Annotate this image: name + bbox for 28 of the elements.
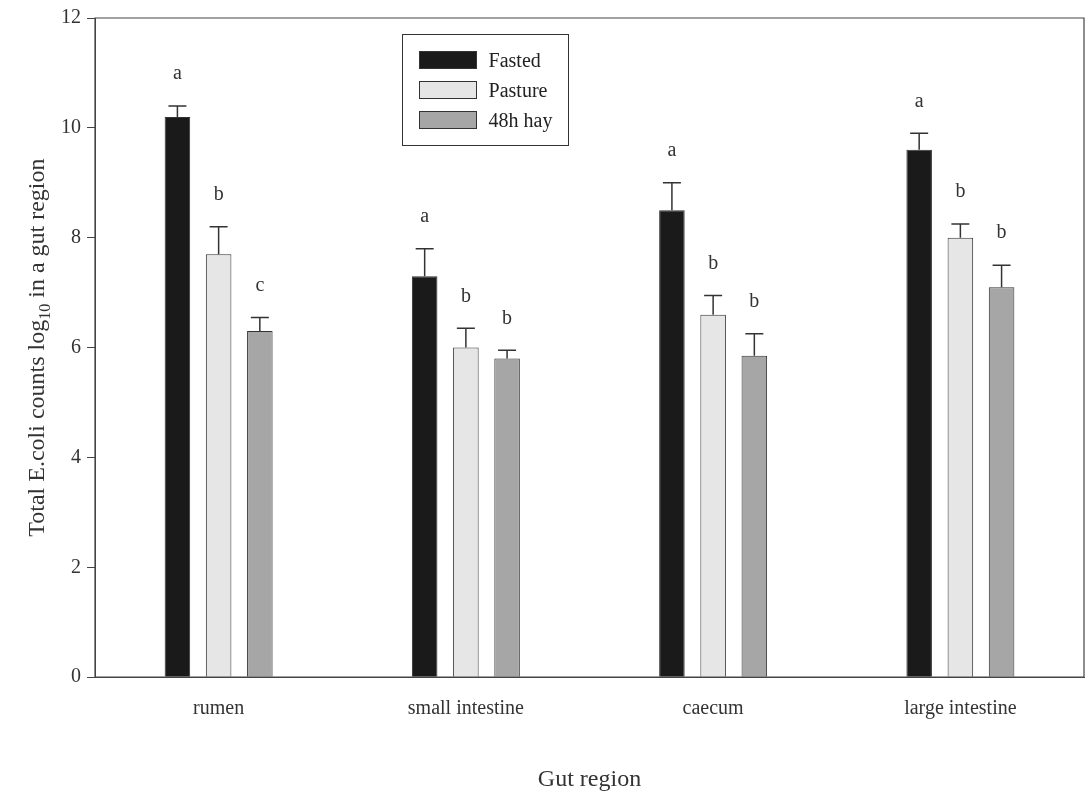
data-label: c xyxy=(255,272,265,295)
x-tick-label: small intestine xyxy=(407,696,525,719)
legend-label: Pasture xyxy=(488,78,548,102)
data-label: a xyxy=(914,88,924,111)
data-label: b xyxy=(708,250,719,273)
data-label: b xyxy=(955,179,966,202)
x-axis-title: Gut region xyxy=(537,764,642,791)
data-label: a xyxy=(420,203,430,226)
legend-label: 48h hay xyxy=(488,108,553,132)
y-tick-label: 8 xyxy=(71,224,81,247)
data-label: b xyxy=(749,289,760,312)
data-label: b xyxy=(213,182,224,204)
y-axis-title: Total E.coli counts log10 in a gut region xyxy=(23,158,54,537)
data-label: a xyxy=(667,138,677,161)
x-tick-label: rumen xyxy=(193,696,245,719)
data-label: b xyxy=(996,220,1007,243)
y-tick-label: 0 xyxy=(71,664,81,687)
data-label: a xyxy=(172,61,182,84)
y-tick-label: 2 xyxy=(71,554,81,577)
y-tick-label: 4 xyxy=(71,444,81,467)
y-tick-label: 12 xyxy=(61,5,81,28)
y-tick-label: 6 xyxy=(71,334,81,357)
data-label: b xyxy=(460,283,471,306)
x-tick-label: caecum xyxy=(682,696,745,719)
legend-label: Fasted xyxy=(488,48,541,72)
x-tick-label: large intestine xyxy=(904,696,1017,720)
data-label: b xyxy=(502,305,513,328)
y-tick-label: 10 xyxy=(61,115,81,138)
